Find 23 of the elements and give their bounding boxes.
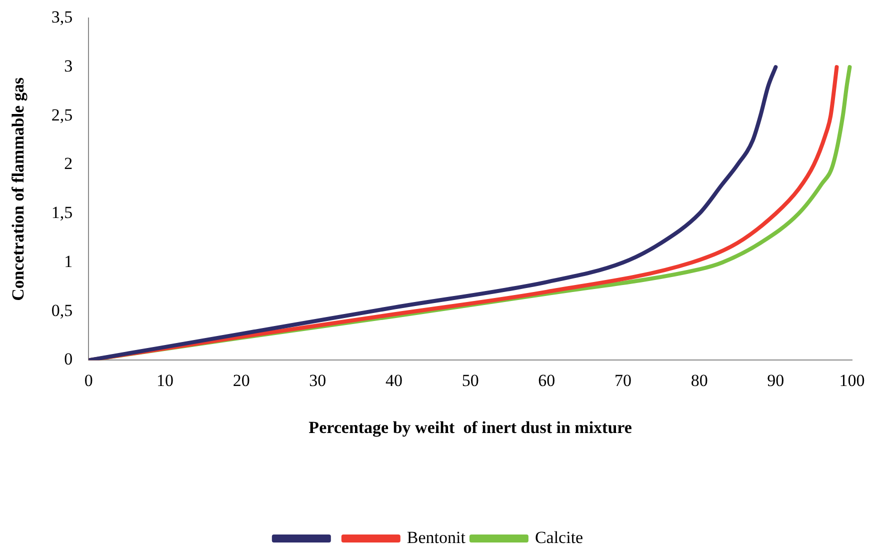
y-tick-label: 0 (64, 350, 73, 369)
y-tick-label: 2 (64, 154, 73, 174)
x-tick-label: 40 (385, 370, 402, 390)
legend-label: Bentonit (406, 528, 466, 547)
x-axis-title: Percentage by weiht of inert dust in mixture (308, 418, 632, 438)
y-axis-title: Concetration of flammable gas (8, 77, 28, 301)
x-tick-label: 10 (156, 370, 174, 390)
x-tick-label: 100 (839, 370, 865, 390)
x-tick-label: 70 (614, 370, 632, 390)
x-tick-label: 90 (767, 370, 784, 390)
x-tick-label: 0 (84, 370, 93, 390)
x-tick-label: 60 (538, 370, 556, 390)
x-tick-label: 50 (462, 370, 479, 390)
legend-label: Calcite (534, 528, 584, 547)
y-tick-label: 3,5 (51, 8, 73, 27)
y-tick-label: 0,5 (51, 300, 73, 320)
x-tick-label: 30 (309, 370, 326, 390)
y-tick-label: 1,5 (51, 203, 73, 222)
y-tick-label: 3 (64, 56, 73, 76)
y-tick-label: 2,5 (51, 105, 73, 124)
x-tick-label: 80 (690, 370, 708, 390)
x-tick-label: 20 (232, 370, 250, 390)
y-tick-label: 1 (64, 252, 73, 271)
